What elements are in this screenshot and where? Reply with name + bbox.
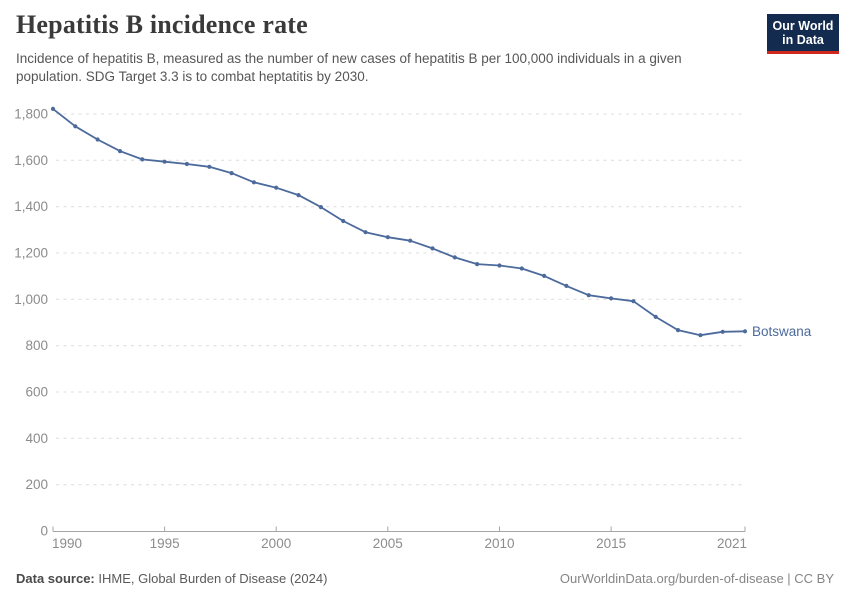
x-tick-label: 2005 [373, 536, 403, 551]
data-point [586, 293, 591, 298]
data-source-label: Data source: [16, 571, 95, 586]
data-point [609, 296, 614, 301]
x-tick-label: 1995 [150, 536, 180, 551]
data-point [430, 246, 435, 251]
data-point [675, 328, 681, 333]
x-tick-label: 2015 [596, 536, 626, 551]
data-point [207, 164, 212, 169]
data-point [50, 106, 56, 111]
data-point [363, 230, 368, 235]
data-point [631, 299, 636, 304]
series-end-label: Botswana [752, 324, 812, 339]
data-point [184, 161, 189, 167]
y-tick-label: 1,800 [14, 107, 48, 122]
data-point [73, 124, 78, 129]
y-tick-label: 1,000 [14, 292, 48, 307]
data-point [296, 193, 301, 198]
data-point [564, 283, 569, 288]
y-tick-label: 1,600 [14, 153, 48, 168]
x-tick-label: 1990 [52, 536, 82, 551]
data-point [497, 263, 502, 268]
y-tick-label: 0 [40, 524, 48, 539]
data-point [653, 314, 658, 319]
data-point [385, 235, 390, 240]
data-point [229, 171, 234, 176]
chart-subtitle: Incidence of hepatitis B, measured as th… [16, 51, 682, 84]
y-tick-label: 600 [25, 385, 48, 400]
data-point [318, 205, 323, 210]
data-source: Data source: IHME, Global Burden of Dise… [16, 571, 327, 586]
data-point [251, 180, 256, 185]
data-source-text: IHME, Global Burden of Disease (2024) [94, 571, 328, 586]
data-point [475, 262, 480, 267]
data-point [162, 159, 167, 164]
y-tick-label: 400 [25, 431, 48, 446]
y-tick-label: 1,400 [14, 199, 48, 214]
logo-line2: in Data [782, 33, 824, 47]
y-tick-label: 1,200 [14, 246, 48, 261]
data-point [117, 149, 123, 154]
series-line [52, 108, 746, 337]
data-point [519, 266, 524, 271]
x-tick-label: 2021 [717, 536, 747, 551]
data-point [698, 333, 703, 338]
data-point [140, 157, 145, 162]
data-point [542, 273, 547, 278]
y-tick-label: 800 [25, 338, 48, 353]
chart-title: Hepatitis B incidence rate [16, 10, 308, 39]
data-point [274, 185, 279, 190]
credit-link[interactable]: OurWorldinData.org/burden-of-disease | C… [559, 571, 834, 586]
data-point [452, 255, 457, 260]
y-tick-label: 200 [25, 477, 48, 492]
data-point [408, 238, 413, 243]
logo-line1: Our World [772, 19, 834, 33]
data-point [742, 329, 748, 334]
x-tick-label: 2000 [261, 536, 291, 551]
data-point [95, 137, 100, 142]
owid-logo[interactable]: Our World in Data [767, 14, 839, 54]
data-point [341, 218, 346, 224]
chart-footer: Data source: IHME, Global Burden of Dise… [16, 571, 834, 586]
data-point [720, 329, 725, 334]
x-tick-label: 2010 [484, 536, 514, 551]
